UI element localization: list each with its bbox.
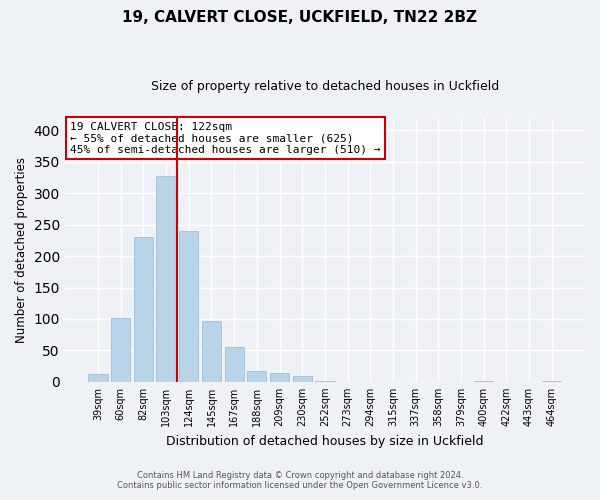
Bar xyxy=(293,376,312,382)
Bar xyxy=(542,380,562,382)
Text: 19, CALVERT CLOSE, UCKFIELD, TN22 2BZ: 19, CALVERT CLOSE, UCKFIELD, TN22 2BZ xyxy=(122,10,478,25)
Title: Size of property relative to detached houses in Uckfield: Size of property relative to detached ho… xyxy=(151,80,499,93)
Bar xyxy=(134,237,153,382)
X-axis label: Distribution of detached houses by size in Uckfield: Distribution of detached houses by size … xyxy=(166,434,484,448)
Bar xyxy=(224,347,244,382)
Y-axis label: Number of detached properties: Number of detached properties xyxy=(15,157,28,343)
Bar xyxy=(474,380,493,382)
Text: Contains HM Land Registry data © Crown copyright and database right 2024.
Contai: Contains HM Land Registry data © Crown c… xyxy=(118,470,482,490)
Bar xyxy=(157,176,176,382)
Bar xyxy=(247,371,266,382)
Bar xyxy=(111,318,130,382)
Bar xyxy=(88,374,108,382)
Bar xyxy=(315,381,335,382)
Bar xyxy=(179,231,199,382)
Bar xyxy=(270,373,289,382)
Text: 19 CALVERT CLOSE: 122sqm
← 55% of detached houses are smaller (625)
45% of semi-: 19 CALVERT CLOSE: 122sqm ← 55% of detach… xyxy=(70,122,380,155)
Bar xyxy=(202,322,221,382)
